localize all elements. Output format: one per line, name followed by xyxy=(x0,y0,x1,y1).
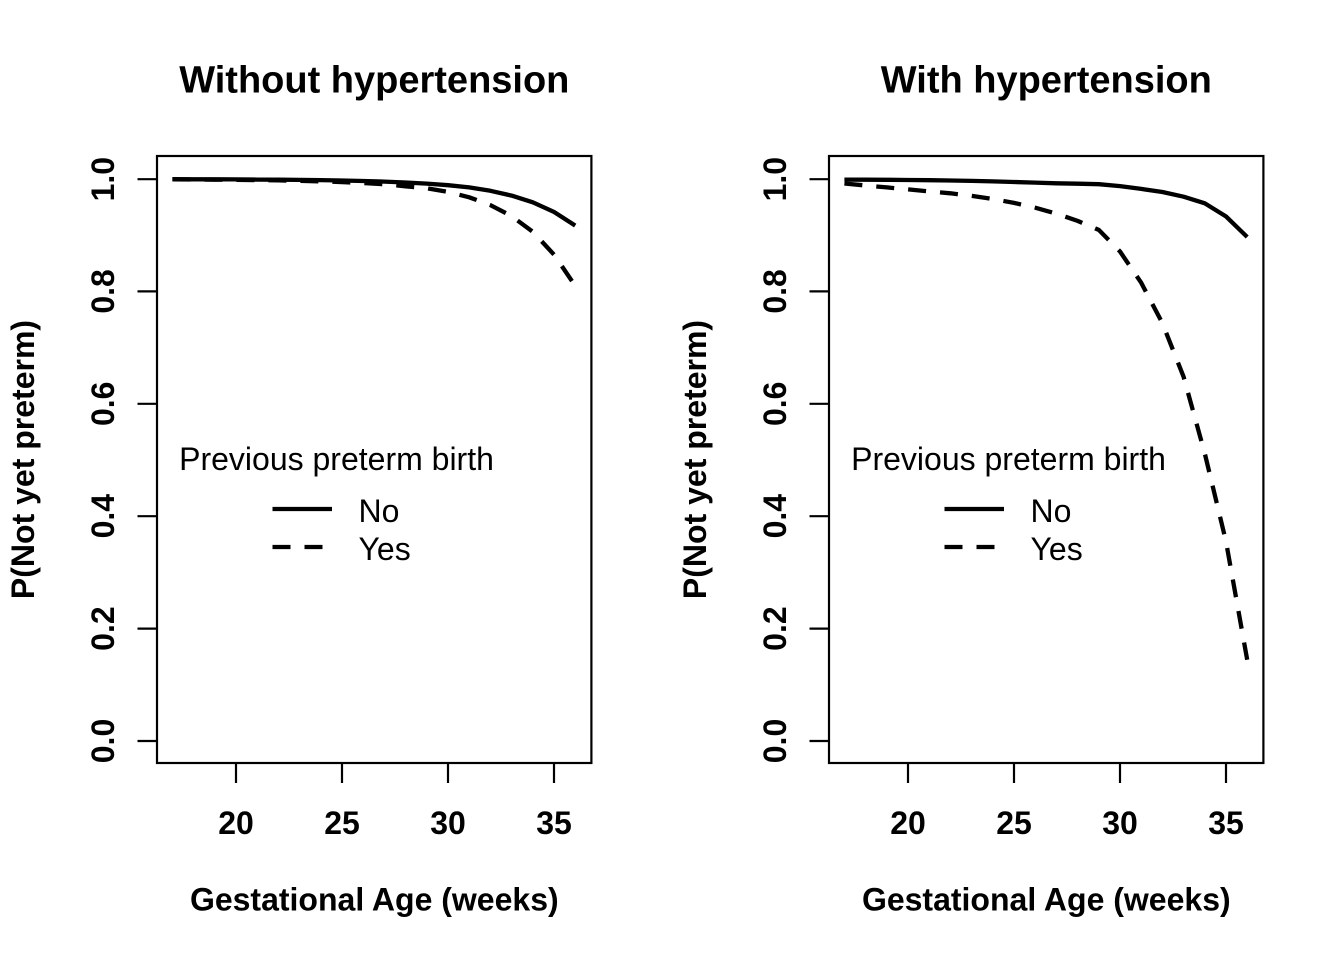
svg-text:20: 20 xyxy=(890,805,926,841)
svg-text:Gestational Age (weeks): Gestational Age (weeks) xyxy=(190,882,559,918)
svg-text:No: No xyxy=(359,493,400,529)
svg-text:0.4: 0.4 xyxy=(85,494,121,539)
svg-text:Previous preterm birth: Previous preterm birth xyxy=(851,441,1166,477)
svg-text:0.6: 0.6 xyxy=(85,382,121,426)
svg-text:25: 25 xyxy=(996,805,1032,841)
svg-text:35: 35 xyxy=(1208,805,1244,841)
svg-text:1.0: 1.0 xyxy=(85,157,121,201)
svg-text:No: No xyxy=(1031,493,1072,529)
svg-text:Without hypertension: Without hypertension xyxy=(179,60,569,102)
svg-text:30: 30 xyxy=(1102,805,1138,841)
svg-text:Yes: Yes xyxy=(1031,531,1083,567)
svg-text:35: 35 xyxy=(536,805,572,841)
svg-text:0.2: 0.2 xyxy=(757,606,793,650)
svg-text:20: 20 xyxy=(218,805,254,841)
svg-text:Gestational Age (weeks): Gestational Age (weeks) xyxy=(862,882,1231,918)
svg-text:P(Not yet preterm): P(Not yet preterm) xyxy=(677,320,713,599)
svg-text:Previous preterm birth: Previous preterm birth xyxy=(179,441,494,477)
svg-text:0.0: 0.0 xyxy=(757,719,793,763)
svg-text:0.0: 0.0 xyxy=(85,719,121,763)
svg-text:1.0: 1.0 xyxy=(757,157,793,201)
svg-text:0.6: 0.6 xyxy=(757,382,793,426)
svg-text:0.8: 0.8 xyxy=(757,269,793,313)
svg-text:0.2: 0.2 xyxy=(85,606,121,650)
svg-text:30: 30 xyxy=(430,805,466,841)
svg-text:25: 25 xyxy=(324,805,360,841)
svg-text:0.4: 0.4 xyxy=(757,494,793,539)
svg-text:With hypertension: With hypertension xyxy=(881,60,1212,102)
svg-text:0.8: 0.8 xyxy=(85,269,121,313)
svg-text:Yes: Yes xyxy=(359,531,411,567)
svg-text:P(Not yet preterm): P(Not yet preterm) xyxy=(5,320,41,599)
